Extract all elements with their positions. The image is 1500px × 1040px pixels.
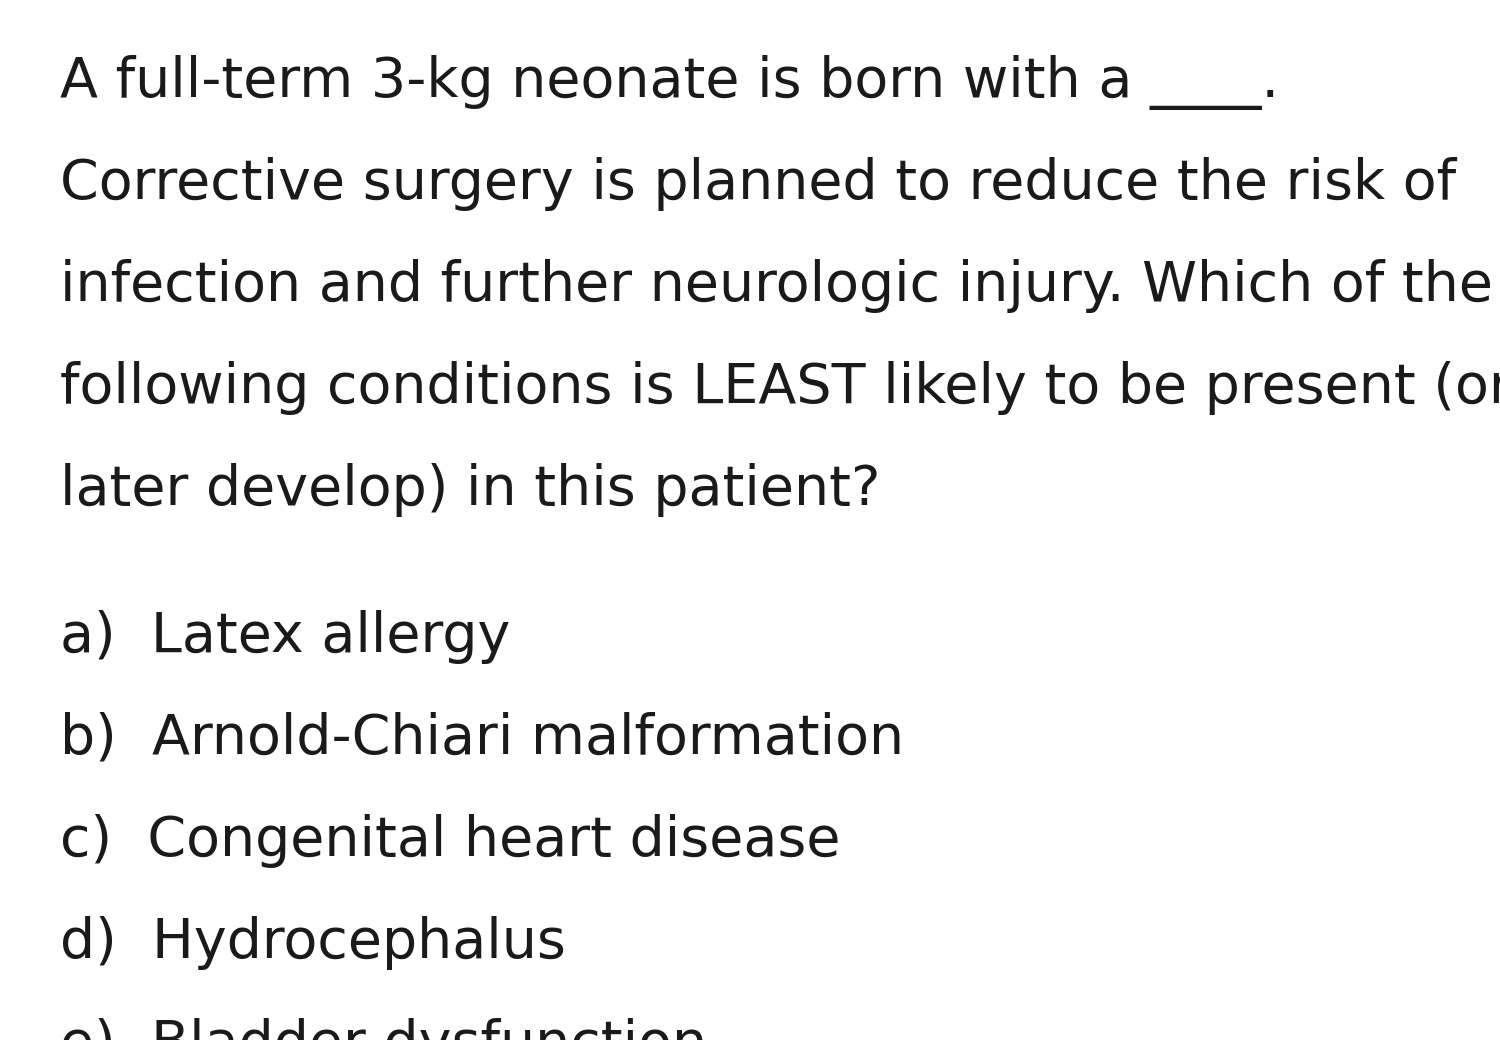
Text: following conditions is LEAST likely to be present (or: following conditions is LEAST likely to … bbox=[60, 361, 1500, 415]
Text: Corrective surgery is planned to reduce the risk of: Corrective surgery is planned to reduce … bbox=[60, 157, 1456, 211]
Text: A full-term 3-kg neonate is born with a ____.: A full-term 3-kg neonate is born with a … bbox=[60, 55, 1280, 110]
Text: infection and further neurologic injury. Which of the: infection and further neurologic injury.… bbox=[60, 259, 1492, 313]
Text: b)  Arnold-Chiari malformation: b) Arnold-Chiari malformation bbox=[60, 712, 904, 766]
Text: d)  Hydrocephalus: d) Hydrocephalus bbox=[60, 916, 566, 970]
Text: a)  Latex allergy: a) Latex allergy bbox=[60, 610, 510, 664]
Text: e)  Bladder dysfunction: e) Bladder dysfunction bbox=[60, 1018, 706, 1040]
Text: c)  Congenital heart disease: c) Congenital heart disease bbox=[60, 814, 840, 868]
Text: later develop) in this patient?: later develop) in this patient? bbox=[60, 463, 880, 517]
